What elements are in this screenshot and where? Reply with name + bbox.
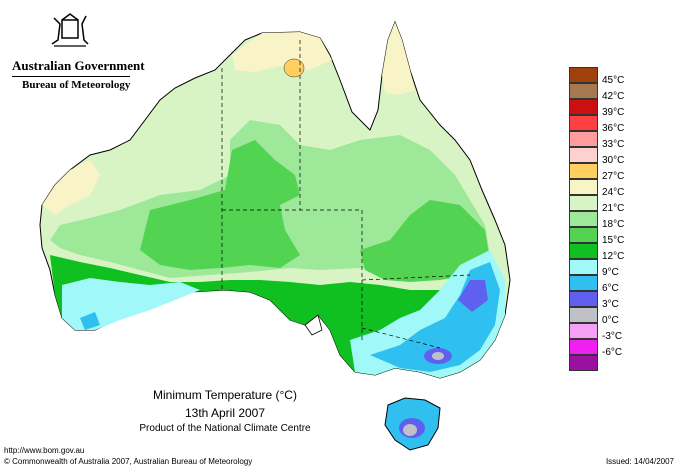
legend-label: 24°C	[602, 187, 625, 198]
legend-item: -3°C	[569, 323, 633, 342]
zone-24c-north	[232, 32, 332, 72]
legend-label: 12°C	[602, 251, 625, 262]
legend-swatch	[569, 179, 598, 195]
legend-swatch	[569, 67, 598, 83]
legend-label: 3°C	[602, 299, 619, 310]
bureau-name: Bureau of Meteorology	[22, 79, 131, 91]
legend-swatch	[569, 291, 598, 307]
zone-15c-east	[360, 200, 490, 282]
bom-url-link[interactable]: http://www.bom.gov.au	[4, 446, 85, 455]
legend-item: 30°C	[569, 147, 633, 166]
legend-label: 0°C	[602, 315, 619, 326]
legend-label: 42°C	[602, 91, 625, 102]
zone-0c-tasmania	[403, 424, 417, 436]
legend-item: 42°C	[569, 83, 633, 102]
legend-swatch	[569, 307, 598, 323]
map-date: 13th April 2007	[184, 406, 266, 420]
legend-label: 45°C	[602, 75, 625, 86]
zone-24c-west	[42, 160, 100, 215]
copyright-notice: © Commonwealth of Australia 2007, Austra…	[4, 457, 253, 466]
legend-label: 36°C	[602, 123, 625, 134]
map-product-line: Product of the National Climate Centre	[139, 423, 311, 434]
legend-label: 33°C	[602, 139, 625, 150]
spencer-gulf	[304, 314, 323, 336]
legend-label: 27°C	[602, 171, 625, 182]
legend-item: 39°C	[569, 99, 633, 118]
legend-swatch	[569, 195, 598, 211]
legend-label: 39°C	[602, 107, 625, 118]
legend-swatch	[569, 323, 598, 339]
legend-item: 36°C	[569, 115, 633, 134]
legend-swatch	[569, 163, 598, 179]
legend-item: -6°C	[569, 339, 633, 358]
legend-item: 18°C	[569, 211, 633, 230]
legend-item: 21°C	[569, 195, 633, 214]
logo-divider	[12, 76, 130, 77]
zone-15c-centre	[140, 140, 300, 270]
legend-item	[569, 355, 633, 371]
legend-item: 9°C	[569, 259, 633, 278]
legend-swatch	[569, 147, 598, 163]
legend-label: -3°C	[602, 331, 623, 342]
legend-item: 3°C	[569, 291, 633, 310]
legend-label: 18°C	[602, 219, 625, 230]
legend-swatch	[569, 259, 598, 275]
legend-label: 21°C	[602, 203, 625, 214]
legend-item: 45°C	[569, 67, 633, 86]
state-borders	[221, 40, 471, 349]
zone-27c-hotspot	[283, 58, 305, 78]
zone-24c-capeyork	[382, 22, 415, 95]
legend-item: 15°C	[569, 227, 633, 246]
zone-0c-alps	[432, 352, 444, 360]
legend-swatch	[569, 243, 598, 259]
legend-swatch	[569, 275, 598, 291]
legend-swatch	[569, 339, 598, 355]
legend-swatch	[569, 227, 598, 243]
legend-item: 27°C	[569, 163, 633, 182]
legend-label: 6°C	[602, 283, 619, 294]
legend-item: 33°C	[569, 131, 633, 150]
legend-swatch	[569, 83, 598, 99]
issued-date: Issued: 14/04/2007	[605, 457, 674, 466]
map-title: Minimum Temperature (°C)	[153, 388, 297, 402]
legend-swatch	[569, 355, 598, 371]
legend-label: 9°C	[602, 267, 619, 278]
legend-item: 24°C	[569, 179, 633, 198]
legend-item: 6°C	[569, 275, 633, 294]
legend-swatch	[569, 115, 598, 131]
legend-swatch	[569, 99, 598, 115]
legend-item: 0°C	[569, 307, 633, 326]
coat-of-arms-icon	[40, 10, 100, 60]
legend-label: -6°C	[602, 347, 623, 358]
legend-label: 30°C	[602, 155, 625, 166]
legend-label: 15°C	[602, 235, 625, 246]
legend-swatch	[569, 131, 598, 147]
legend-item: 12°C	[569, 243, 633, 262]
legend-swatch	[569, 211, 598, 227]
zone-6c-sw	[80, 312, 100, 330]
zone-3c-highlands	[458, 280, 488, 312]
government-name: Australian Government	[12, 58, 145, 73]
